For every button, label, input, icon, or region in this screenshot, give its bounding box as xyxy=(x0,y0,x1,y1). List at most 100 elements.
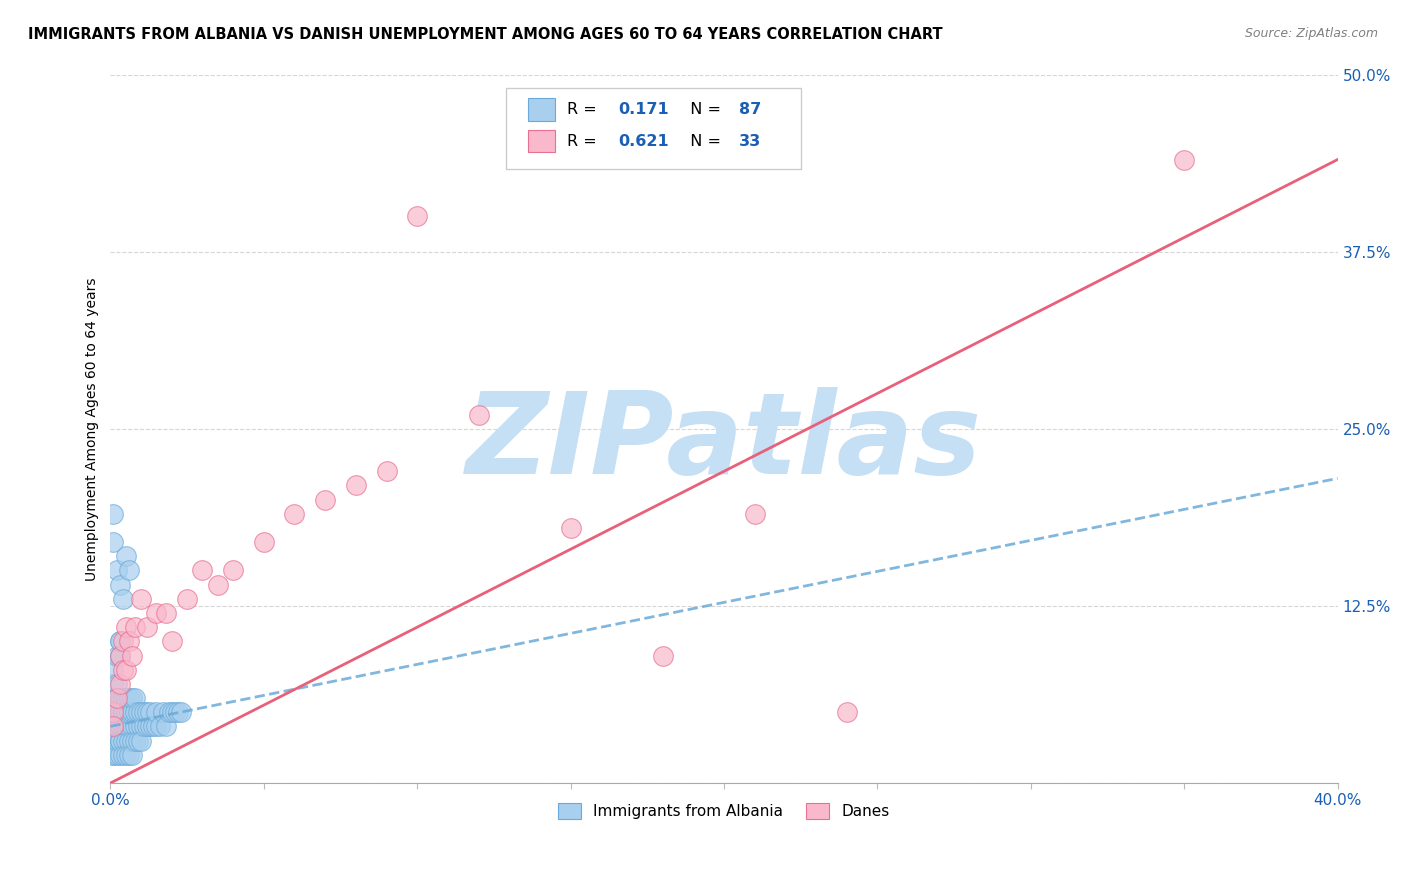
Point xyxy=(103,747,125,762)
Point xyxy=(127,733,149,747)
Point xyxy=(136,620,159,634)
Point xyxy=(129,719,152,733)
Point xyxy=(111,591,134,606)
Point xyxy=(118,733,141,747)
Point xyxy=(163,705,186,719)
Point xyxy=(114,549,136,564)
Point xyxy=(651,648,673,663)
Point xyxy=(121,705,143,719)
Text: N =: N = xyxy=(681,134,725,149)
Point xyxy=(111,691,134,706)
Text: 0.171: 0.171 xyxy=(619,102,669,117)
Text: R =: R = xyxy=(567,134,602,149)
Point xyxy=(114,747,136,762)
Point xyxy=(108,634,131,648)
Text: Source: ZipAtlas.com: Source: ZipAtlas.com xyxy=(1244,27,1378,40)
Point xyxy=(105,719,128,733)
Point xyxy=(118,747,141,762)
Point xyxy=(191,564,214,578)
Point xyxy=(105,733,128,747)
Point xyxy=(108,691,131,706)
Point xyxy=(124,705,146,719)
Point xyxy=(105,691,128,706)
Point xyxy=(314,492,336,507)
Legend: Immigrants from Albania, Danes: Immigrants from Albania, Danes xyxy=(553,797,896,825)
Point xyxy=(103,535,125,549)
Point xyxy=(160,634,183,648)
Point xyxy=(176,591,198,606)
Point xyxy=(344,478,367,492)
Point xyxy=(139,705,162,719)
Point xyxy=(105,691,128,706)
Point xyxy=(118,705,141,719)
Point xyxy=(108,677,131,691)
Point xyxy=(121,733,143,747)
Point xyxy=(103,705,125,719)
Point xyxy=(129,591,152,606)
Text: 33: 33 xyxy=(738,134,761,149)
Point xyxy=(108,719,131,733)
Point xyxy=(103,733,125,747)
Point xyxy=(111,705,134,719)
Point xyxy=(118,634,141,648)
Point xyxy=(835,705,858,719)
Point xyxy=(108,705,131,719)
Point xyxy=(114,705,136,719)
Point xyxy=(103,507,125,521)
Text: 0.621: 0.621 xyxy=(619,134,669,149)
Point xyxy=(406,209,429,223)
Point xyxy=(111,705,134,719)
Point xyxy=(118,719,141,733)
Y-axis label: Unemployment Among Ages 60 to 64 years: Unemployment Among Ages 60 to 64 years xyxy=(86,277,100,581)
Point xyxy=(136,719,159,733)
Point xyxy=(114,620,136,634)
Point xyxy=(127,705,149,719)
Point xyxy=(103,719,125,733)
Point xyxy=(105,677,128,691)
Point xyxy=(121,747,143,762)
Point xyxy=(155,719,177,733)
Point xyxy=(111,747,134,762)
Point xyxy=(105,719,128,733)
Point xyxy=(105,747,128,762)
Point xyxy=(157,705,180,719)
Point xyxy=(103,719,125,733)
Point xyxy=(108,719,131,733)
FancyBboxPatch shape xyxy=(527,98,555,120)
Point xyxy=(283,507,305,521)
Point xyxy=(222,564,245,578)
Point xyxy=(124,733,146,747)
Point xyxy=(127,719,149,733)
Point xyxy=(207,577,229,591)
Point xyxy=(118,691,141,706)
Point xyxy=(114,691,136,706)
Point xyxy=(103,747,125,762)
Point xyxy=(145,705,167,719)
Point xyxy=(103,691,125,706)
Point xyxy=(103,677,125,691)
Point xyxy=(108,733,131,747)
FancyBboxPatch shape xyxy=(506,88,801,169)
Point xyxy=(155,606,177,620)
Point xyxy=(108,577,131,591)
Point xyxy=(744,507,766,521)
Text: IMMIGRANTS FROM ALBANIA VS DANISH UNEMPLOYMENT AMONG AGES 60 TO 64 YEARS CORRELA: IMMIGRANTS FROM ALBANIA VS DANISH UNEMPL… xyxy=(28,27,943,42)
Point xyxy=(114,733,136,747)
Text: N =: N = xyxy=(681,102,725,117)
Point xyxy=(111,634,134,648)
Point xyxy=(560,521,582,535)
Point xyxy=(105,733,128,747)
Point xyxy=(103,733,125,747)
Point xyxy=(129,733,152,747)
Point xyxy=(108,733,131,747)
Point xyxy=(108,705,131,719)
Point xyxy=(114,663,136,677)
Point xyxy=(111,663,134,677)
Point xyxy=(142,719,165,733)
Point xyxy=(129,705,152,719)
Text: ZIPatlas: ZIPatlas xyxy=(465,387,981,499)
Point xyxy=(124,719,146,733)
Point xyxy=(118,564,141,578)
Point xyxy=(121,691,143,706)
Point xyxy=(108,648,131,663)
